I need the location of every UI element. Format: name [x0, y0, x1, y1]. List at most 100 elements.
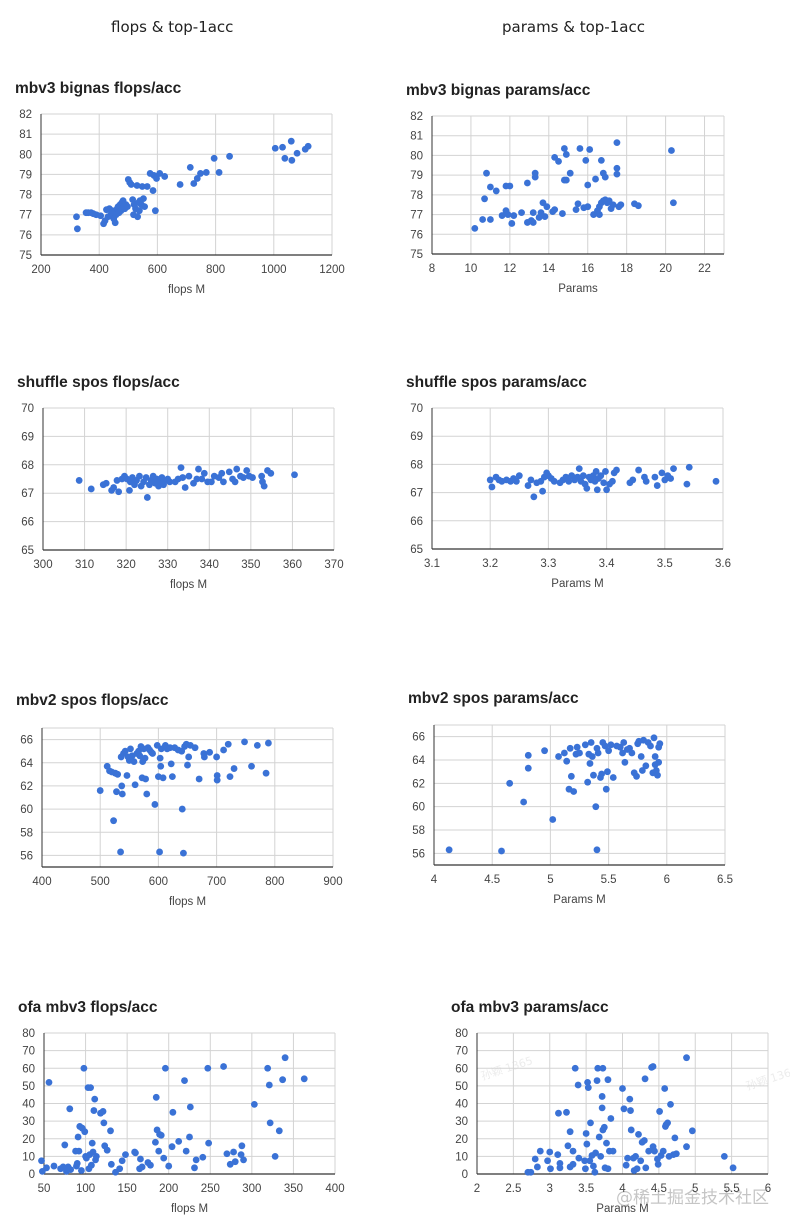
x-tick-label: 1200: [319, 264, 345, 276]
y-tick-label: 60: [455, 1063, 468, 1075]
data-point: [539, 487, 546, 495]
data-point: [115, 488, 123, 496]
data-point: [241, 738, 248, 746]
data-point: [498, 212, 506, 219]
x-axis-label: Params: [558, 283, 598, 295]
data-point: [720, 1152, 728, 1160]
data-point: [566, 1128, 574, 1136]
data-point: [609, 477, 616, 485]
data-point: [613, 164, 621, 172]
x-tick-label: 5: [692, 1183, 698, 1195]
data-point: [556, 1164, 564, 1172]
x-tick-label: 400: [90, 264, 109, 276]
y-tick-label: 75: [410, 249, 423, 261]
x-tick-label: 3.6: [715, 558, 731, 570]
y-tick-label: 58: [20, 827, 33, 839]
data-point: [123, 772, 131, 779]
x-tick-label: 500: [91, 876, 110, 888]
data-point: [655, 758, 663, 766]
data-point: [169, 1108, 177, 1116]
data-point: [199, 1153, 207, 1161]
data-point: [712, 477, 720, 485]
data-point: [586, 760, 594, 767]
data-point: [664, 1119, 672, 1127]
data-point: [223, 1150, 231, 1158]
x-tick-label: 10: [465, 263, 478, 275]
y-tick-label: 60: [22, 1063, 35, 1075]
data-point: [551, 206, 559, 214]
data-point: [166, 478, 174, 486]
data-point: [213, 776, 221, 784]
data-point: [566, 744, 574, 752]
data-point: [153, 175, 160, 182]
x-axis-label: flops M: [170, 579, 207, 591]
y-tick-label: 65: [21, 545, 34, 557]
column-header-params: params & top-1acc: [502, 18, 645, 36]
data-point: [510, 212, 518, 219]
data-point: [231, 478, 239, 486]
data-point: [617, 201, 625, 209]
chart-title: ofa mbv3 params/acc: [451, 999, 609, 1016]
data-point: [117, 848, 124, 856]
data-point: [508, 220, 516, 227]
y-tick-label: 80: [455, 1028, 468, 1040]
x-tick-label: 350: [284, 1183, 303, 1195]
data-point: [45, 1078, 53, 1086]
data-point: [210, 154, 218, 162]
data-point: [250, 1100, 258, 1108]
chart-title: mbv2 spos params/acc: [408, 690, 579, 707]
data-point: [549, 816, 557, 823]
data-point: [100, 1119, 108, 1127]
y-tick-label: 64: [20, 758, 33, 770]
data-point: [658, 469, 666, 477]
x-tick-label: 370: [324, 559, 343, 571]
y-tick-label: 80: [19, 149, 32, 161]
data-point: [181, 1077, 188, 1084]
data-point: [688, 1127, 696, 1135]
data-point: [191, 1164, 198, 1172]
data-point: [583, 484, 591, 492]
data-point: [647, 742, 654, 750]
data-point: [190, 180, 198, 187]
data-point: [193, 175, 201, 182]
data-point: [627, 1126, 635, 1134]
data-point: [619, 749, 626, 757]
data-point: [136, 472, 143, 480]
data-point: [607, 741, 615, 749]
data-point: [642, 1164, 650, 1172]
data-point: [288, 156, 296, 164]
data-point: [512, 477, 520, 485]
data-point: [110, 484, 118, 491]
data-point: [649, 1063, 657, 1070]
data-point: [518, 209, 525, 217]
data-point: [200, 469, 208, 477]
y-tick-label: 64: [412, 755, 425, 767]
data-point: [654, 771, 661, 779]
data-point: [220, 1063, 227, 1070]
data-point: [107, 1127, 114, 1135]
y-tick-label: 68: [410, 459, 423, 471]
data-point: [134, 213, 142, 221]
data-point: [635, 466, 643, 474]
data-point: [275, 1127, 283, 1135]
data-point: [564, 1142, 572, 1150]
data-point: [531, 173, 539, 181]
x-tick-label: 4.5: [484, 874, 500, 886]
data-point: [506, 779, 514, 787]
data-point: [271, 1152, 279, 1160]
data-point: [92, 1152, 100, 1160]
data-point: [218, 469, 226, 477]
data-point: [231, 1158, 239, 1166]
data-point: [161, 1064, 169, 1072]
data-point: [576, 145, 584, 152]
data-point: [131, 781, 139, 789]
data-point: [240, 1156, 247, 1164]
data-point: [179, 474, 187, 481]
y-tick-label: 70: [455, 1046, 468, 1058]
data-point: [167, 760, 175, 768]
data-point: [544, 1157, 551, 1165]
data-point: [73, 213, 80, 221]
data-point: [656, 1108, 664, 1115]
data-point: [529, 209, 537, 217]
x-tick-label: 300: [242, 1183, 261, 1195]
